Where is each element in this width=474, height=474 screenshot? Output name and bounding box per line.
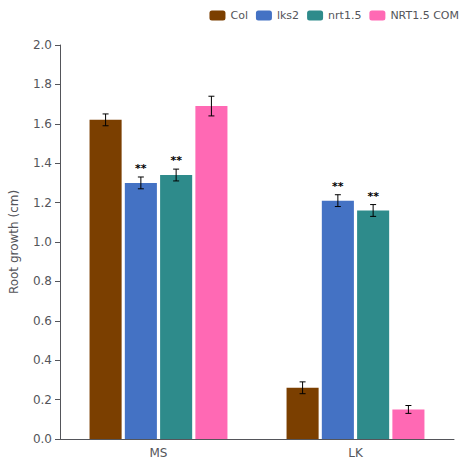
svg-text:0.4: 0.4 — [33, 353, 52, 367]
svg-text:**: ** — [367, 190, 379, 203]
svg-text:0.0: 0.0 — [33, 432, 52, 446]
svg-text:1.8: 1.8 — [33, 77, 52, 91]
svg-text:0.8: 0.8 — [33, 274, 52, 288]
svg-text:0.2: 0.2 — [33, 393, 52, 407]
svg-text:lks2: lks2 — [277, 9, 299, 22]
svg-text:NRT1.5 COM: NRT1.5 COM — [390, 9, 459, 22]
svg-text:nrt1.5: nrt1.5 — [328, 9, 361, 22]
svg-text:0.6: 0.6 — [33, 314, 52, 328]
svg-text:LK: LK — [348, 446, 364, 460]
svg-text:2.0: 2.0 — [33, 38, 52, 52]
svg-text:Root growth (cm): Root growth (cm) — [7, 190, 21, 294]
svg-text:**: ** — [135, 162, 147, 175]
svg-text:Col: Col — [230, 9, 247, 22]
svg-text:1.2: 1.2 — [33, 196, 52, 210]
svg-text:1.6: 1.6 — [33, 117, 52, 131]
svg-text:**: ** — [332, 180, 344, 193]
svg-text:**: ** — [170, 154, 182, 167]
svg-text:1.0: 1.0 — [33, 235, 52, 249]
svg-text:1.4: 1.4 — [33, 156, 52, 170]
svg-text:MS: MS — [150, 446, 168, 460]
